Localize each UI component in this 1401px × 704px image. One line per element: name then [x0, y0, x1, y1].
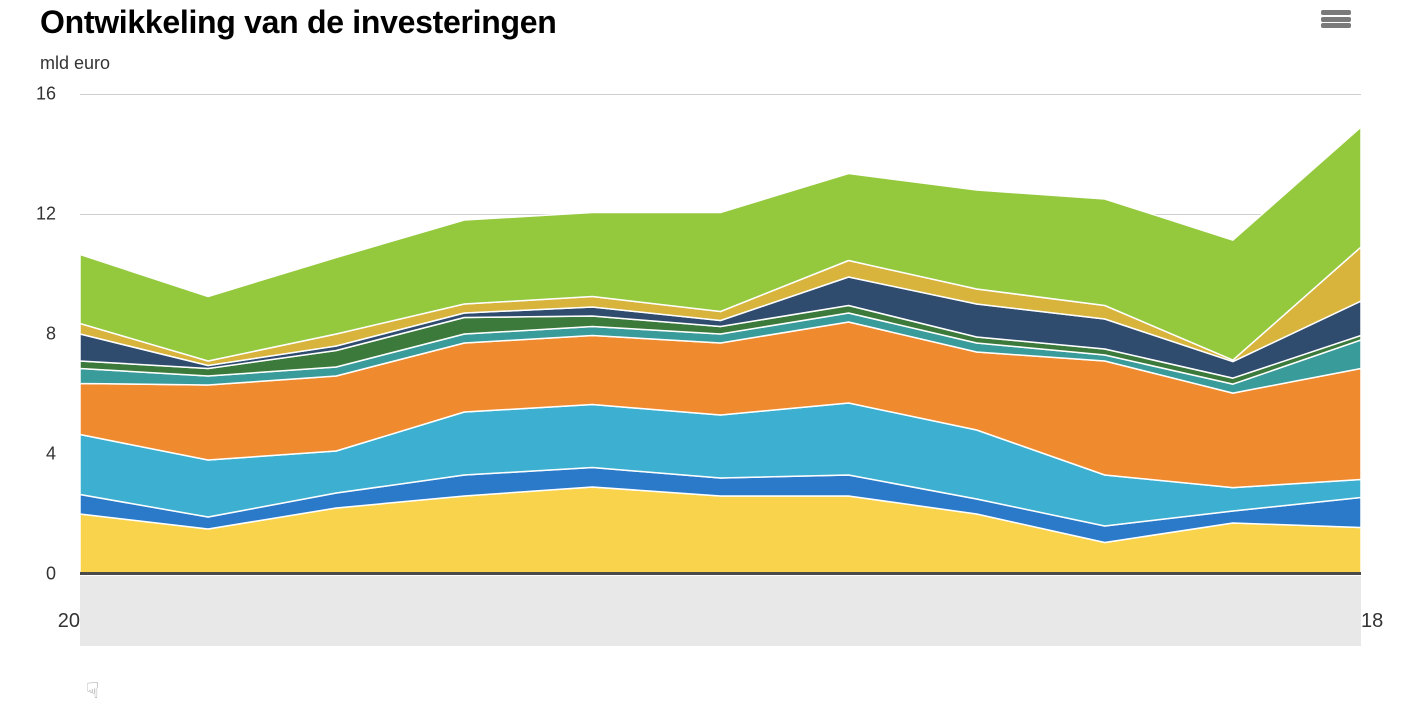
chart: 0481216200820102012201420162018	[40, 82, 1361, 642]
x-axis-band	[80, 576, 1361, 646]
y-tick-label: 8	[16, 324, 56, 345]
chart-subtitle: mld euro	[40, 53, 1361, 74]
y-tick-label: 16	[16, 84, 56, 105]
plot-area	[80, 94, 1361, 574]
hand-pointer-icon: ☟	[86, 678, 99, 704]
chart-title: Ontwikkeling van de investeringen	[40, 4, 556, 41]
hamburger-menu-icon[interactable]	[1321, 4, 1351, 28]
y-tick-label: 12	[16, 204, 56, 225]
y-tick-label: 0	[16, 564, 56, 585]
stacked-area-svg	[80, 94, 1361, 574]
y-tick-label: 4	[16, 444, 56, 465]
x-axis-line	[80, 572, 1361, 575]
